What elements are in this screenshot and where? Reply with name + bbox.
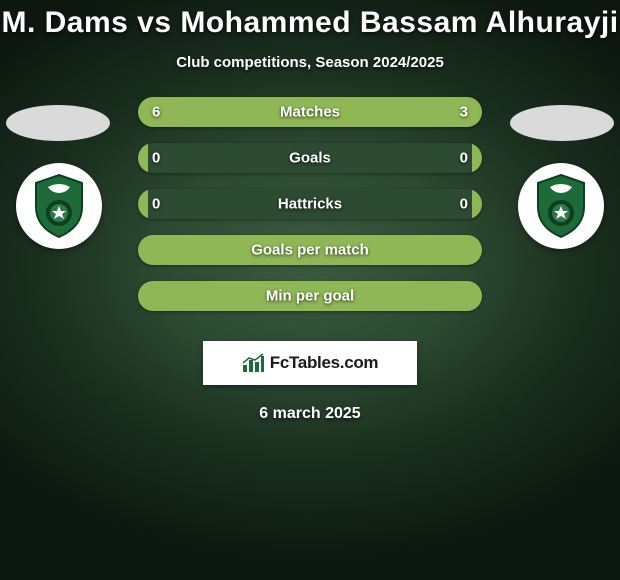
shield-icon xyxy=(532,173,590,239)
bar-fill-left xyxy=(138,143,148,173)
bar-fill-right xyxy=(472,143,482,173)
shield-icon xyxy=(30,173,88,239)
stat-row: 0 Goals 0 xyxy=(138,143,482,173)
stat-label: Matches xyxy=(280,104,340,121)
stat-bars: 6 Matches 3 0 Goals 0 0 Hattricks 0 Goals per mat… xyxy=(138,97,482,327)
player-right-avatar-placeholder xyxy=(510,105,614,141)
stat-label: Min per goal xyxy=(266,288,354,305)
stat-value-left: 6 xyxy=(152,104,160,121)
stat-row: Min per goal xyxy=(138,281,482,311)
watermark-text: FcTables.com xyxy=(270,353,379,373)
stat-label: Goals per match xyxy=(251,242,369,259)
stat-value-left: 0 xyxy=(152,196,160,213)
date-label: 6 march 2025 xyxy=(0,405,620,423)
stat-label: Hattricks xyxy=(278,196,342,213)
stat-row: 0 Hattricks 0 xyxy=(138,189,482,219)
stat-value-right: 0 xyxy=(460,196,468,213)
stat-value-right: 3 xyxy=(460,104,468,121)
page-title: M. Dams vs Mohammed Bassam Alhurayji xyxy=(0,6,620,40)
comparison-area: 6 Matches 3 0 Goals 0 0 Hattricks 0 Goals per mat… xyxy=(0,97,620,337)
club-badge-right xyxy=(518,163,604,249)
watermark-banner: FcTables.com xyxy=(203,341,417,385)
bar-fill-left xyxy=(138,189,148,219)
stat-value-left: 0 xyxy=(152,150,160,167)
stat-row: 6 Matches 3 xyxy=(138,97,482,127)
club-badge-left xyxy=(16,163,102,249)
barchart-icon xyxy=(242,353,264,373)
content-root: M. Dams vs Mohammed Bassam Alhurayji Clu… xyxy=(0,0,620,580)
bar-fill-right xyxy=(472,189,482,219)
stat-value-right: 0 xyxy=(460,150,468,167)
player-left-avatar-placeholder xyxy=(6,105,110,141)
subtitle: Club competitions, Season 2024/2025 xyxy=(0,54,620,71)
stat-label: Goals xyxy=(289,150,331,167)
stat-row: Goals per match xyxy=(138,235,482,265)
